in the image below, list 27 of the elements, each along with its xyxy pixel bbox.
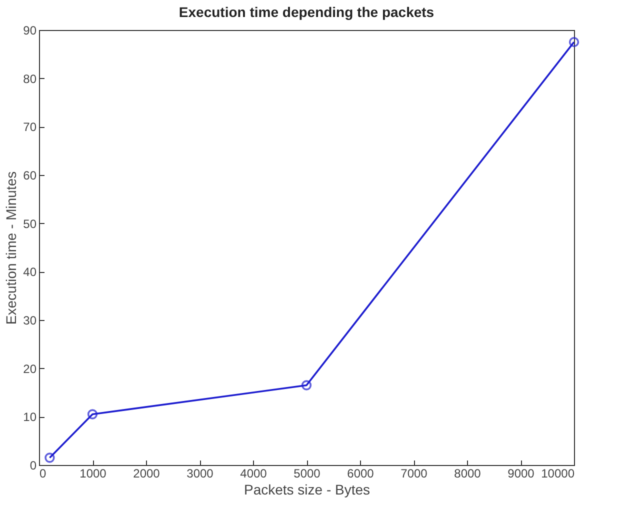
x-tick-label: 4000	[240, 466, 268, 480]
x-tick-label: 3000	[186, 466, 214, 480]
y-tick-label: 80	[23, 72, 37, 86]
x-tick-label: 5000	[294, 466, 321, 480]
y-tick-label: 60	[23, 168, 37, 182]
x-axis-title: Packets size - Bytes	[244, 482, 370, 498]
point	[568, 37, 580, 48]
x-tick-label: 8000	[454, 466, 482, 480]
x-tick-label: 9000	[508, 466, 535, 480]
x-tick-label: 0	[40, 466, 46, 480]
x-tick-label: 1000	[80, 466, 107, 480]
point	[87, 409, 98, 420]
x-tick-label: 2000	[133, 466, 160, 480]
y-tick-label: 30	[23, 314, 37, 328]
y-tick-label: 70	[23, 120, 37, 134]
point	[301, 380, 312, 390]
x-tick-label: 10000	[541, 466, 575, 480]
x-tick-label: 6000	[347, 466, 374, 480]
y-tick-label: 50	[23, 216, 37, 231]
chart-title: Execution time depending the packets	[178, 4, 434, 20]
y-tick-label: 90	[23, 24, 37, 38]
y-tick-label: 40	[23, 265, 37, 280]
x-tick-label: 7000	[400, 466, 428, 480]
y-axis-title: Execution time - Minutes	[3, 171, 20, 325]
point	[44, 452, 55, 463]
y-tick-label: 20	[23, 362, 37, 376]
y-tick-label: 10	[23, 410, 37, 424]
